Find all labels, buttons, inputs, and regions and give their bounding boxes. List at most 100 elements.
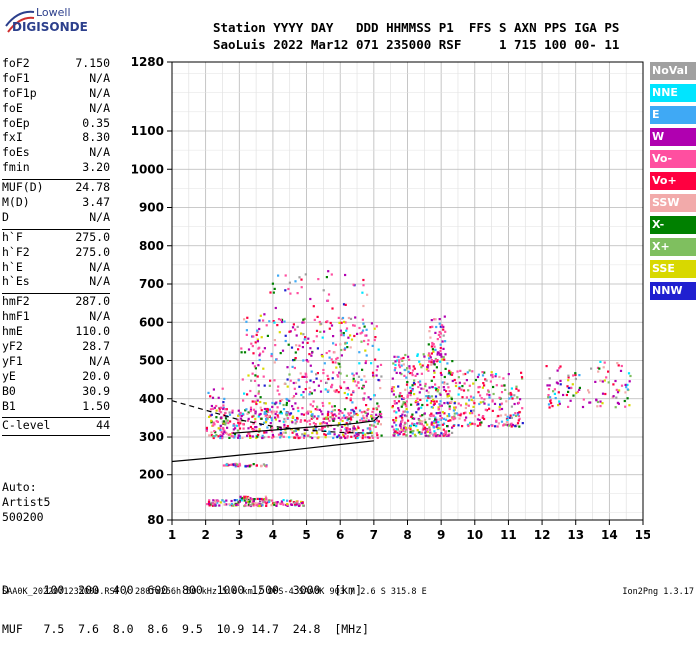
scatter-point [556,369,559,372]
scatter-point [369,430,372,433]
scatter-point [567,405,570,408]
scatter-point [451,379,454,383]
scatter-point [509,391,512,395]
scatter-point [467,404,470,407]
scatter-point [443,402,446,405]
scatter-point [427,352,431,355]
scatter-point [596,400,600,404]
scatter-point [275,501,278,504]
scatter-point [341,316,345,320]
scatter-point [226,426,229,429]
scatter-point [567,379,570,382]
scatter-point [361,437,364,440]
scatter-point [404,353,407,357]
scatter-point [424,426,427,429]
scatter-point [435,400,438,403]
scatter-point [358,326,361,330]
x-tick-label: 5 [302,528,310,542]
scatter-point [215,416,218,419]
scatter-point [615,396,618,399]
scatter-point [254,412,257,415]
scatter-point [604,392,607,396]
scatter-point [379,414,382,417]
param-value: N/A [89,309,110,324]
scatter-point [438,418,441,421]
scatter-point [259,499,262,502]
scatter-point [416,372,419,376]
scatter-point [402,427,406,430]
scatter-point [472,400,475,403]
scatter-point [278,419,281,423]
scatter-point [603,361,606,364]
scatter-point [239,495,242,498]
scatter-point [330,324,334,327]
scatter-point [333,409,336,412]
scatter-point [559,383,562,386]
scatter-point [427,364,430,367]
scatter-point [291,421,294,424]
scatter-point [607,381,610,384]
scatter-point [352,377,355,380]
scatter-point [419,363,422,366]
scatter-point [208,504,211,507]
scatter-point [451,372,454,375]
scatter-point [599,379,602,382]
scatter-point [345,341,348,345]
scatter-point [478,385,481,389]
scatter-point [445,390,448,393]
scatter-point [453,378,456,382]
scatter-point [311,431,314,435]
scatter-point [394,430,397,433]
scatter-point [261,436,264,440]
scatter-point [395,402,398,405]
scatter-point [391,377,394,380]
scatter-point [240,499,243,502]
scatter-point [413,393,416,396]
scatter-point [428,354,432,357]
scatter-point [237,414,240,417]
scatter-point [626,383,629,386]
scatter-point [349,397,352,400]
scatter-point [337,422,341,425]
scatter-point [238,427,242,430]
scatter-point [224,423,227,426]
scatter-point [448,405,451,408]
scatter-point [404,426,407,429]
scatter-point [213,435,216,438]
scatter-point [441,324,444,327]
scatter-point [439,360,442,363]
scatter-point [454,417,457,420]
scatter-point [365,414,368,417]
scatter-point [452,409,455,412]
scatter-point [266,499,269,502]
scatter-point [276,389,279,392]
scatter-point [372,416,375,419]
scatter-point [469,421,472,424]
scatter-point [322,289,325,292]
scatter-point [596,366,600,369]
scatter-point [322,368,325,372]
param-name: B0 [2,383,16,398]
scatter-point [281,398,284,401]
scatter-point [548,384,551,387]
scatter-point [213,430,216,433]
scatter-point [471,412,474,415]
param-row: foEs N/A [2,145,110,160]
scatter-point [399,371,402,375]
scatter-point [367,419,370,422]
x-tick-label: 3 [235,528,243,542]
scatter-point [405,408,408,411]
scatter-point [483,398,486,401]
scatter-point [323,362,326,365]
scatter-point [599,400,602,403]
footer-info: SAA0K_2022071235000.RSF / 280fx256h 50 k… [2,587,427,597]
scatter-point [346,436,349,439]
scatter-point [232,423,235,426]
scatter-point [435,387,438,391]
scatter-point [365,328,368,331]
scatter-point [263,402,266,405]
scatter-point [262,499,265,502]
scatter-point [587,389,590,392]
scatter-point [280,500,283,503]
scatter-point [548,377,551,380]
